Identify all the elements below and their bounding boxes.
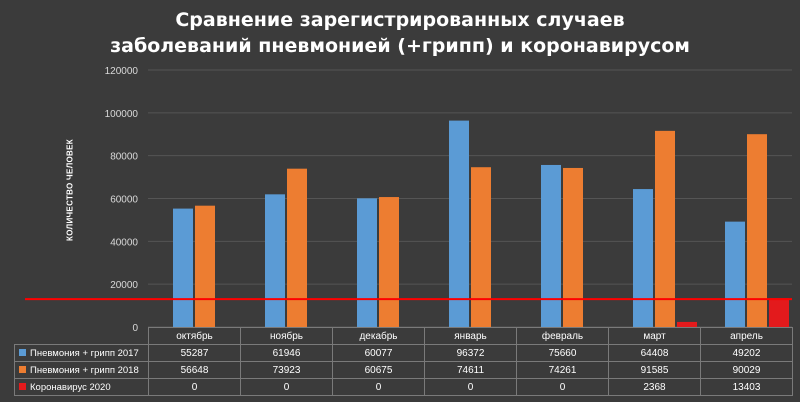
legend-entry: Пневмония + грипп 2018 — [14, 361, 149, 379]
bar-pneumonia-2018 — [747, 134, 767, 327]
y-tick-label: 40000 — [110, 237, 138, 248]
series-name: Пневмония + грипп 2017 — [30, 347, 139, 359]
series-name: Коронавирус 2020 — [30, 381, 111, 393]
data-label: 0 — [240, 378, 333, 396]
bar-pneumonia-2017 — [449, 120, 469, 327]
bar-coronavirus-2020 — [769, 298, 789, 327]
data-label: 55287 — [148, 344, 241, 362]
bar-pneumonia-2018 — [655, 130, 675, 327]
bar-pneumonia-2018 — [563, 167, 583, 327]
data-label: 91585 — [608, 361, 701, 379]
data-label: 2368 — [608, 378, 701, 396]
bar-pneumonia-2017 — [541, 164, 561, 327]
bar-coronavirus-2020 — [677, 321, 697, 327]
legend-swatch — [19, 366, 26, 374]
legend-swatch — [19, 383, 26, 391]
bar-pneumonia-2017 — [633, 189, 653, 327]
legend-swatch — [19, 349, 26, 357]
y-tick-label: 100000 — [105, 109, 139, 120]
data-label: 64408 — [608, 344, 701, 362]
y-tick-label: 60000 — [110, 195, 138, 206]
chart-title-line-1: Сравнение зарегистрированных случаев — [175, 9, 625, 31]
bar-pneumonia-2018 — [195, 205, 215, 327]
x-tick-label: февраль — [516, 327, 609, 345]
data-label: 73923 — [240, 361, 333, 379]
y-tick-label: 20000 — [110, 280, 138, 291]
data-label: 61946 — [240, 344, 333, 362]
bar-pneumonia-2017 — [725, 221, 745, 327]
bar-pneumonia-2017 — [265, 194, 285, 327]
bar-pneumonia-2018 — [379, 197, 399, 327]
bar-pneumonia-2017 — [357, 198, 377, 327]
data-label: 49202 — [700, 344, 793, 362]
x-tick-label: ноябрь — [240, 327, 333, 345]
bar-pneumonia-2018 — [287, 168, 307, 327]
x-tick-label: апрель — [700, 327, 793, 345]
x-tick-label: январь — [424, 327, 517, 345]
table-corner — [14, 327, 149, 345]
data-label: 74611 — [424, 361, 517, 379]
data-label: 90029 — [700, 361, 793, 379]
y-tick-label: 80000 — [110, 152, 138, 163]
data-label: 60675 — [332, 361, 425, 379]
data-label: 74261 — [516, 361, 609, 379]
y-tick-label: 120000 — [105, 66, 139, 77]
x-tick-label: октябрь — [148, 327, 241, 345]
legend-entry: Коронавирус 2020 — [14, 378, 149, 396]
data-label: 96372 — [424, 344, 517, 362]
table-row: Коронавирус 2020 0 0 0 0 0 2368 13403 — [14, 378, 793, 396]
data-label: 13403 — [700, 378, 793, 396]
x-tick-label: декабрь — [332, 327, 425, 345]
table-row: Пневмония + грипп 2017 55287 61946 60077 963… — [14, 344, 793, 362]
data-label: 0 — [148, 378, 241, 396]
data-label: 60077 — [332, 344, 425, 362]
data-label: 75660 — [516, 344, 609, 362]
x-tick-label: март — [608, 327, 701, 345]
bar-pneumonia-2018 — [471, 167, 491, 327]
chart-title-line-2: заболеваний пневмонией (+грипп) и корона… — [110, 35, 690, 57]
bar-pneumonia-2017 — [173, 208, 193, 327]
data-label: 56648 — [148, 361, 241, 379]
data-table: октябрь ноябрь декабрь январь февраль март апр… — [14, 327, 793, 396]
data-label: 0 — [332, 378, 425, 396]
table-row: Пневмония + грипп 2018 56648 73923 60675 746… — [14, 361, 793, 379]
legend-entry: Пневмония + грипп 2017 — [14, 344, 149, 362]
data-label: 0 — [424, 378, 517, 396]
data-label: 0 — [516, 378, 609, 396]
series-name: Пневмония + грипп 2018 — [30, 364, 139, 376]
